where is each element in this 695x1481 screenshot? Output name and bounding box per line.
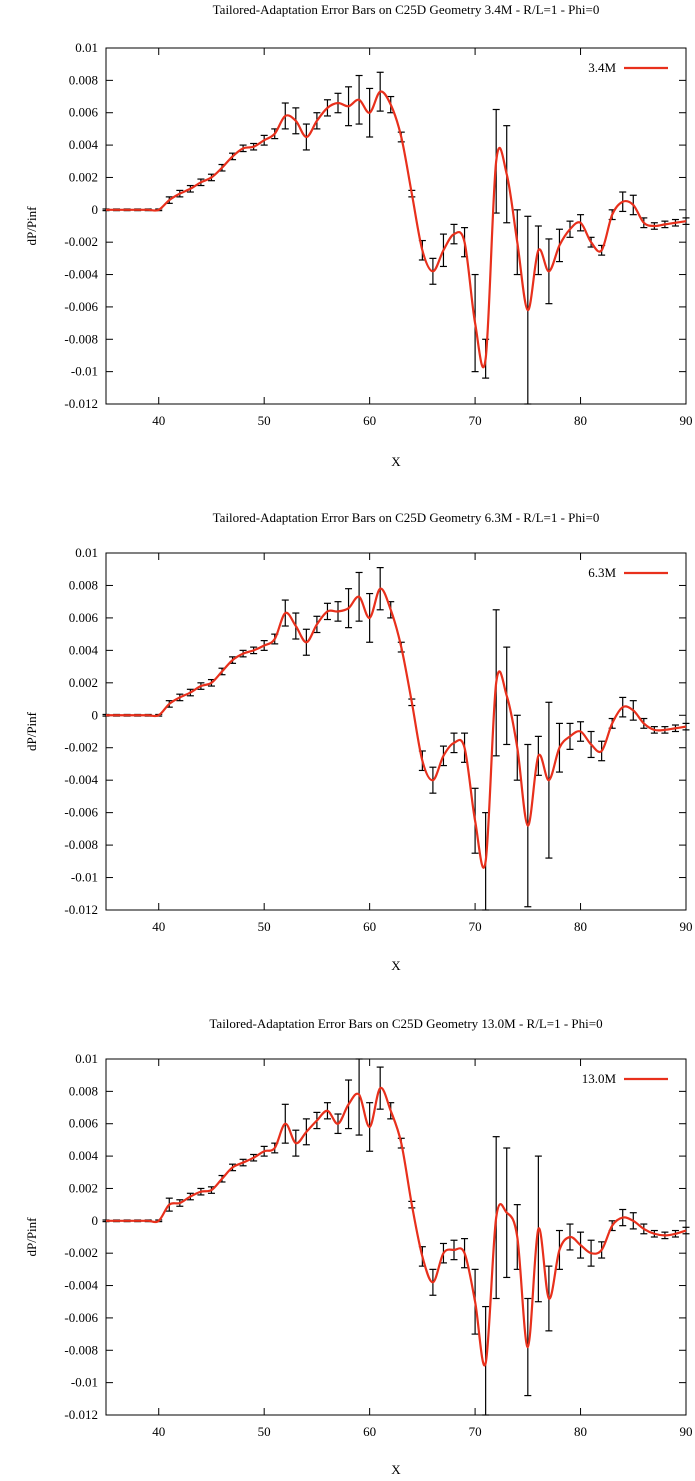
x-axis-label: X	[391, 958, 401, 973]
y-tick-label: 0.002	[69, 675, 98, 690]
y-tick-label: 0.006	[69, 610, 99, 625]
y-tick-label: -0.002	[64, 234, 98, 249]
y-tick-label: -0.004	[64, 267, 98, 282]
x-tick-label: 40	[152, 413, 165, 428]
x-tick-label: 50	[258, 413, 271, 428]
y-tick-label: -0.006	[64, 805, 98, 820]
y-tick-label: 0.008	[69, 1083, 98, 1098]
x-tick-label: 50	[258, 919, 271, 934]
x-axis-label: X	[391, 1462, 401, 1477]
y-tick-label: -0.012	[64, 1407, 98, 1422]
plot-frame	[105, 1058, 687, 1416]
y-tick-label: 0.01	[75, 40, 98, 55]
y-tick-label: 0.008	[69, 72, 98, 87]
x-axis-label: X	[391, 454, 401, 469]
y-tick-label: 0.004	[69, 1148, 99, 1163]
series-line	[106, 587, 687, 869]
y-tick-label: -0.012	[64, 902, 98, 917]
y-tick-label: -0.01	[71, 870, 98, 885]
x-tick-label: 80	[574, 919, 587, 934]
y-tick-label: -0.004	[64, 772, 98, 787]
series-line	[106, 90, 687, 369]
y-tick-label: -0.008	[64, 837, 98, 852]
error-bars	[102, 1058, 690, 1416]
y-tick-label: -0.008	[64, 1342, 98, 1357]
y-tick-label: -0.012	[64, 396, 98, 411]
y-tick-label: -0.008	[64, 331, 98, 346]
y-tick-label: 0.002	[69, 1180, 98, 1195]
y-tick-label: -0.006	[64, 299, 98, 314]
y-tick-label: -0.004	[64, 1278, 98, 1293]
y-tick-label: -0.01	[71, 1375, 98, 1390]
y-tick-label: 0.01	[75, 545, 98, 560]
x-tick-label: 80	[574, 1424, 587, 1439]
chart-panel-2: Tailored-Adaptation Error Bars on C25D G…	[24, 510, 693, 973]
x-tick-label: 70	[469, 1424, 482, 1439]
y-axis-label: dP/Pinf	[24, 1217, 39, 1257]
x-tick-label: 80	[574, 413, 587, 428]
y-tick-label: 0.004	[69, 137, 99, 152]
legend-label: 6.3M	[588, 565, 616, 580]
x-tick-label: 60	[363, 1424, 376, 1439]
y-tick-label: 0	[92, 707, 99, 722]
y-tick-label: 0.006	[69, 105, 99, 120]
plot-frame	[105, 552, 687, 911]
y-tick-label: 0	[92, 1213, 99, 1228]
y-tick-label: 0.006	[69, 1116, 99, 1131]
y-tick-label: 0	[92, 202, 99, 217]
y-tick-label: 0.008	[69, 577, 98, 592]
legend-label: 3.4M	[588, 60, 616, 75]
chart-panel-3: Tailored-Adaptation Error Bars on C25D G…	[24, 1016, 693, 1477]
y-tick-label: 0.002	[69, 169, 98, 184]
x-tick-label: 40	[152, 919, 165, 934]
y-tick-label: 0.01	[75, 1051, 98, 1066]
legend-label: 13.0M	[582, 1071, 617, 1086]
x-tick-label: 90	[680, 413, 693, 428]
y-tick-label: -0.006	[64, 1310, 98, 1325]
y-axis-label: dP/Pinf	[24, 711, 39, 751]
y-tick-label: 0.004	[69, 642, 99, 657]
x-tick-label: 90	[680, 1424, 693, 1439]
plot-frame	[105, 47, 687, 405]
y-axis-label: dP/Pinf	[24, 206, 39, 246]
x-tick-label: 40	[152, 1424, 165, 1439]
series-line	[106, 1086, 687, 1367]
x-tick-label: 70	[469, 919, 482, 934]
error-bars	[102, 71, 690, 405]
error-bars	[102, 567, 690, 911]
x-tick-label: 90	[680, 919, 693, 934]
y-tick-label: -0.002	[64, 740, 98, 755]
chart-title: Tailored-Adaptation Error Bars on C25D G…	[213, 510, 600, 525]
chart-title: Tailored-Adaptation Error Bars on C25D G…	[209, 1016, 602, 1031]
x-tick-label: 70	[469, 413, 482, 428]
y-tick-label: -0.01	[71, 364, 98, 379]
chart-panel-1: Tailored-Adaptation Error Bars on C25D G…	[24, 2, 693, 469]
x-tick-label: 60	[363, 413, 376, 428]
x-tick-label: 60	[363, 919, 376, 934]
y-tick-label: -0.002	[64, 1245, 98, 1260]
x-tick-label: 50	[258, 1424, 271, 1439]
chart-title: Tailored-Adaptation Error Bars on C25D G…	[213, 2, 600, 17]
